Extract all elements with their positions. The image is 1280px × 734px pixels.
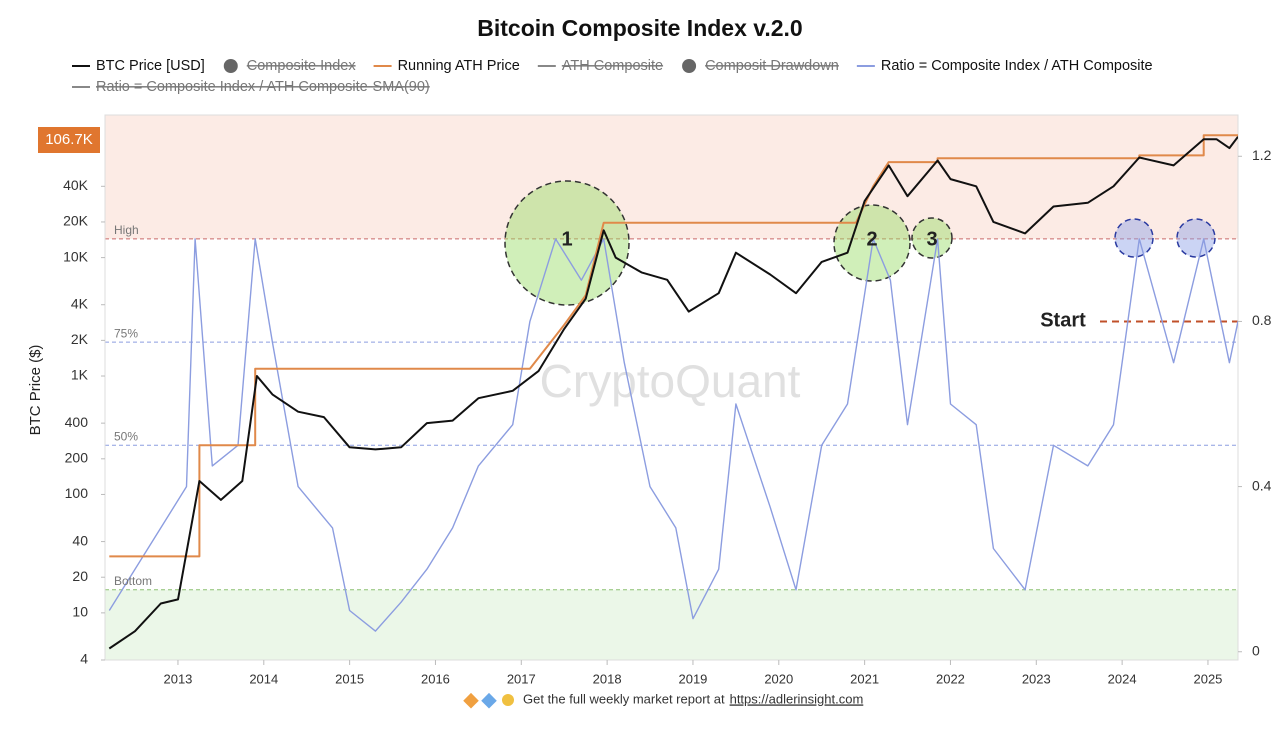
y2-tick-label: 0 [1252,642,1260,658]
y-tick-label: 20 [72,568,88,584]
start-label: Start [1040,310,1086,332]
x-tick-label: 2016 [421,671,450,686]
legend-item[interactable]: Ratio = Composite Index / ATH Composite [856,58,1153,74]
legend-label: Ratio = Composite Index / ATH Composite [881,58,1153,74]
legend-label: Ratio = Composite Index / ATH Composite-… [96,79,430,95]
x-tick-label: 2021 [850,671,879,686]
x-tick-label: 2018 [593,671,622,686]
y-tick-label: 100 [65,485,89,501]
x-tick-label: 2025 [1193,671,1222,686]
zones [105,115,1238,660]
y-tick-label: 4K [71,295,89,311]
footer-link[interactable]: https://adlerinsight.com [730,691,864,706]
x-tick-label: 2019 [678,671,707,686]
legend-marker [223,59,238,73]
series-line [108,136,1238,650]
reference-label: Bottom [114,574,152,588]
x-tick-label: 2024 [1108,671,1137,686]
x-tick-label: 2013 [163,671,192,686]
annotation: 3 [926,228,937,250]
plot-frame [104,114,1239,661]
y-tick-label: 20K [63,213,89,229]
y-tick-label: 1K [71,367,89,383]
highlight-circles [504,180,1216,306]
reference-label: 75% [114,326,138,340]
legend-label: BTC Price [USD] [96,58,205,74]
x-tick-label: 2020 [764,671,793,686]
x-tick-label: 2014 [249,671,278,686]
watermark: CryptoQuant [540,355,801,407]
x-tick-label: 2017 [507,671,536,686]
annotation: 2 [866,228,877,250]
footer-icon [502,694,514,706]
y-tick-label: 200 [65,450,89,466]
legend-label: Running ATH Price [398,58,520,74]
y-tick-label: 40K [63,177,89,193]
reference-label: High [114,223,139,237]
highlight-circle [1176,218,1216,258]
highlight-circle [911,217,953,259]
reference-label: 50% [114,429,138,443]
legend-label: ATH Composite [562,58,663,74]
y2-tick-label: 1.2 [1252,147,1272,163]
legend-label: Composit Drawdown [705,58,839,74]
chart-title: Bitcoin Composite Index v.2.0 [477,15,802,41]
y-tick-label: 2K [71,331,89,347]
y-tick-label: 4 [80,651,88,667]
footer-icon [463,692,479,709]
footer-icon [481,692,497,709]
legend-item[interactable]: Composit Drawdown [682,58,839,74]
series-line [108,238,1238,632]
x-tick-label: 2022 [936,671,965,686]
y2-tick-label: 0.8 [1252,312,1272,328]
y2-tick-label: 0.4 [1252,477,1272,493]
legend-item[interactable]: ATH Composite [537,58,663,74]
highlight-circle [1114,218,1154,258]
price-tag-label: 106.7K [45,131,93,148]
highlight-circle [504,180,630,306]
legend-item[interactable]: Composite Index [223,58,357,74]
high-zone [105,115,1238,239]
y-tick-label: 40 [72,532,88,548]
bottom-zone [105,589,1238,660]
y-axis-label: BTC Price ($) [27,345,44,436]
legend-item[interactable]: Running ATH Price [373,58,520,74]
series-line [109,134,1238,558]
legend-item[interactable]: BTC Price [USD] [72,58,205,74]
y-tick-label: 400 [65,414,89,430]
price-tag [38,127,100,153]
x-tick-label: 2023 [1022,671,1051,686]
legend-marker [682,59,697,73]
annotation: 1 [561,228,572,250]
y-tick-label: 10K [63,248,89,264]
plot-area [108,134,1238,650]
legend-label: Composite Index [247,58,357,74]
y-tick-label: 10 [72,604,88,620]
legend-item[interactable]: Ratio = Composite Index / ATH Composite-… [72,79,430,95]
x-tick-label: 2015 [335,671,364,686]
footer: Get the full weekly market report at htt… [463,691,864,709]
footer-text: Get the full weekly market report at [523,691,725,706]
legend: BTC Price [USD] Composite Index Running AT… [72,58,1153,95]
